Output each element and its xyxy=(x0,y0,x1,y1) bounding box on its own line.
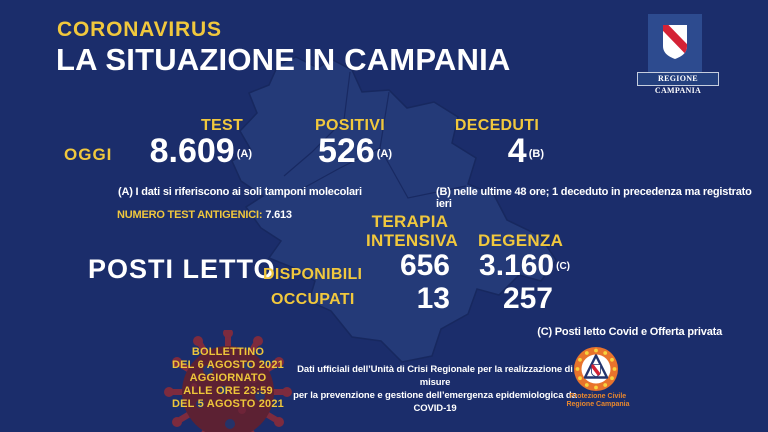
beds-available-ordinary-number: 3.160 xyxy=(479,249,555,282)
stat-label-test: TEST xyxy=(200,117,244,134)
antigen-tests-label: NUMERO TEST ANTIGENICI: xyxy=(117,209,263,221)
pc-label-line-2: Regione Campania xyxy=(566,401,630,408)
coronavirus-icon xyxy=(164,330,292,432)
region-logo-label: REGIONE CAMPANIA xyxy=(637,72,719,95)
stat-label-deceduti: DECEDUTI xyxy=(454,117,540,134)
regione-campania-logo xyxy=(648,14,702,72)
protezione-civile-emblem-icon xyxy=(574,347,618,391)
campania-shield-icon xyxy=(663,25,687,59)
stat-note-ref-a: (A) xyxy=(236,148,252,160)
column-header-intensiva: INTENSIVA xyxy=(366,231,459,250)
stat-label-positivi: POSITIVI xyxy=(315,117,385,134)
beds-available-intensive: 656 xyxy=(399,249,450,282)
row-label-disponibili: DISPONIBILI xyxy=(263,266,363,283)
stat-value-positivi: 526 (A) xyxy=(270,133,392,169)
protezione-civile-label: Protezione Civile Regione Campania xyxy=(558,393,638,409)
row-label-occupati: OCCUPATI xyxy=(271,291,355,308)
stat-value-deceduti: 4 (B) xyxy=(420,133,544,169)
stat-value-deceduti-number: 4 xyxy=(507,132,527,170)
footnote-a: (A) I dati si riferiscono ai soli tampon… xyxy=(118,186,362,198)
disclaimer-line-1: Dati ufficiali dell’Unità di Crisi Regio… xyxy=(297,364,573,388)
beds-section-title: POSTI LETTO xyxy=(88,254,276,284)
bulletin-line-5: DEL 5 AGOSTO 2021 xyxy=(171,398,285,410)
bulletin-line-1: BOLLETTINO xyxy=(191,346,265,358)
official-data-disclaimer: Dati ufficiali dell’Unità di Crisi Regio… xyxy=(285,363,585,415)
bulletin-line-3: AGGIORNATO xyxy=(189,372,267,384)
stat-note-ref-a2: (A) xyxy=(376,148,392,160)
footnote-c: (C) Posti letto Covid e Offerta privata xyxy=(537,326,722,338)
bulletin-date-block: BOLLETTINO DEL 6 AGOSTO 2021 AGGIORNATO … xyxy=(148,346,308,411)
stat-value-positivi-number: 526 xyxy=(317,132,375,170)
beds-note-ref-c: (C) xyxy=(556,261,570,272)
column-header-terapia-intensiva: TERAPIA INTENSIVA xyxy=(366,212,459,250)
page-title-line2: LA SITUAZIONE IN CAMPANIA xyxy=(56,42,511,77)
today-label: OGGI xyxy=(64,145,113,164)
stat-note-ref-b: (B) xyxy=(528,148,544,160)
page-title-line1: CORONAVIRUS xyxy=(57,18,222,41)
beds-occupied-ordinary: 257 xyxy=(502,282,553,315)
disclaimer-line-2: per la prevenzione e gestione dell’emerg… xyxy=(293,390,577,414)
column-header-terapia: TERAPIA xyxy=(371,212,449,231)
stat-value-test: 8.609 (A) xyxy=(130,133,252,169)
beds-available-ordinary: 3.160 (C) xyxy=(450,250,570,282)
stat-value-test-number: 8.609 xyxy=(149,132,235,170)
pc-label-line-1: Protezione Civile xyxy=(569,393,627,400)
column-header-degenza: DEGENZA xyxy=(478,231,564,250)
bulletin-line-2: DEL 6 AGOSTO 2021 xyxy=(171,359,285,371)
bulletin-line-4: ALLE ORE 23:59 xyxy=(183,385,273,397)
footnote-b: (B) nelle ultime 48 ore; 1 deceduto in p… xyxy=(436,186,752,210)
antigen-tests-value: 7.613 xyxy=(265,209,292,221)
beds-occupied-intensive: 13 xyxy=(416,282,450,315)
antigen-tests-line: NUMERO TEST ANTIGENICI: 7.613 xyxy=(117,209,292,221)
